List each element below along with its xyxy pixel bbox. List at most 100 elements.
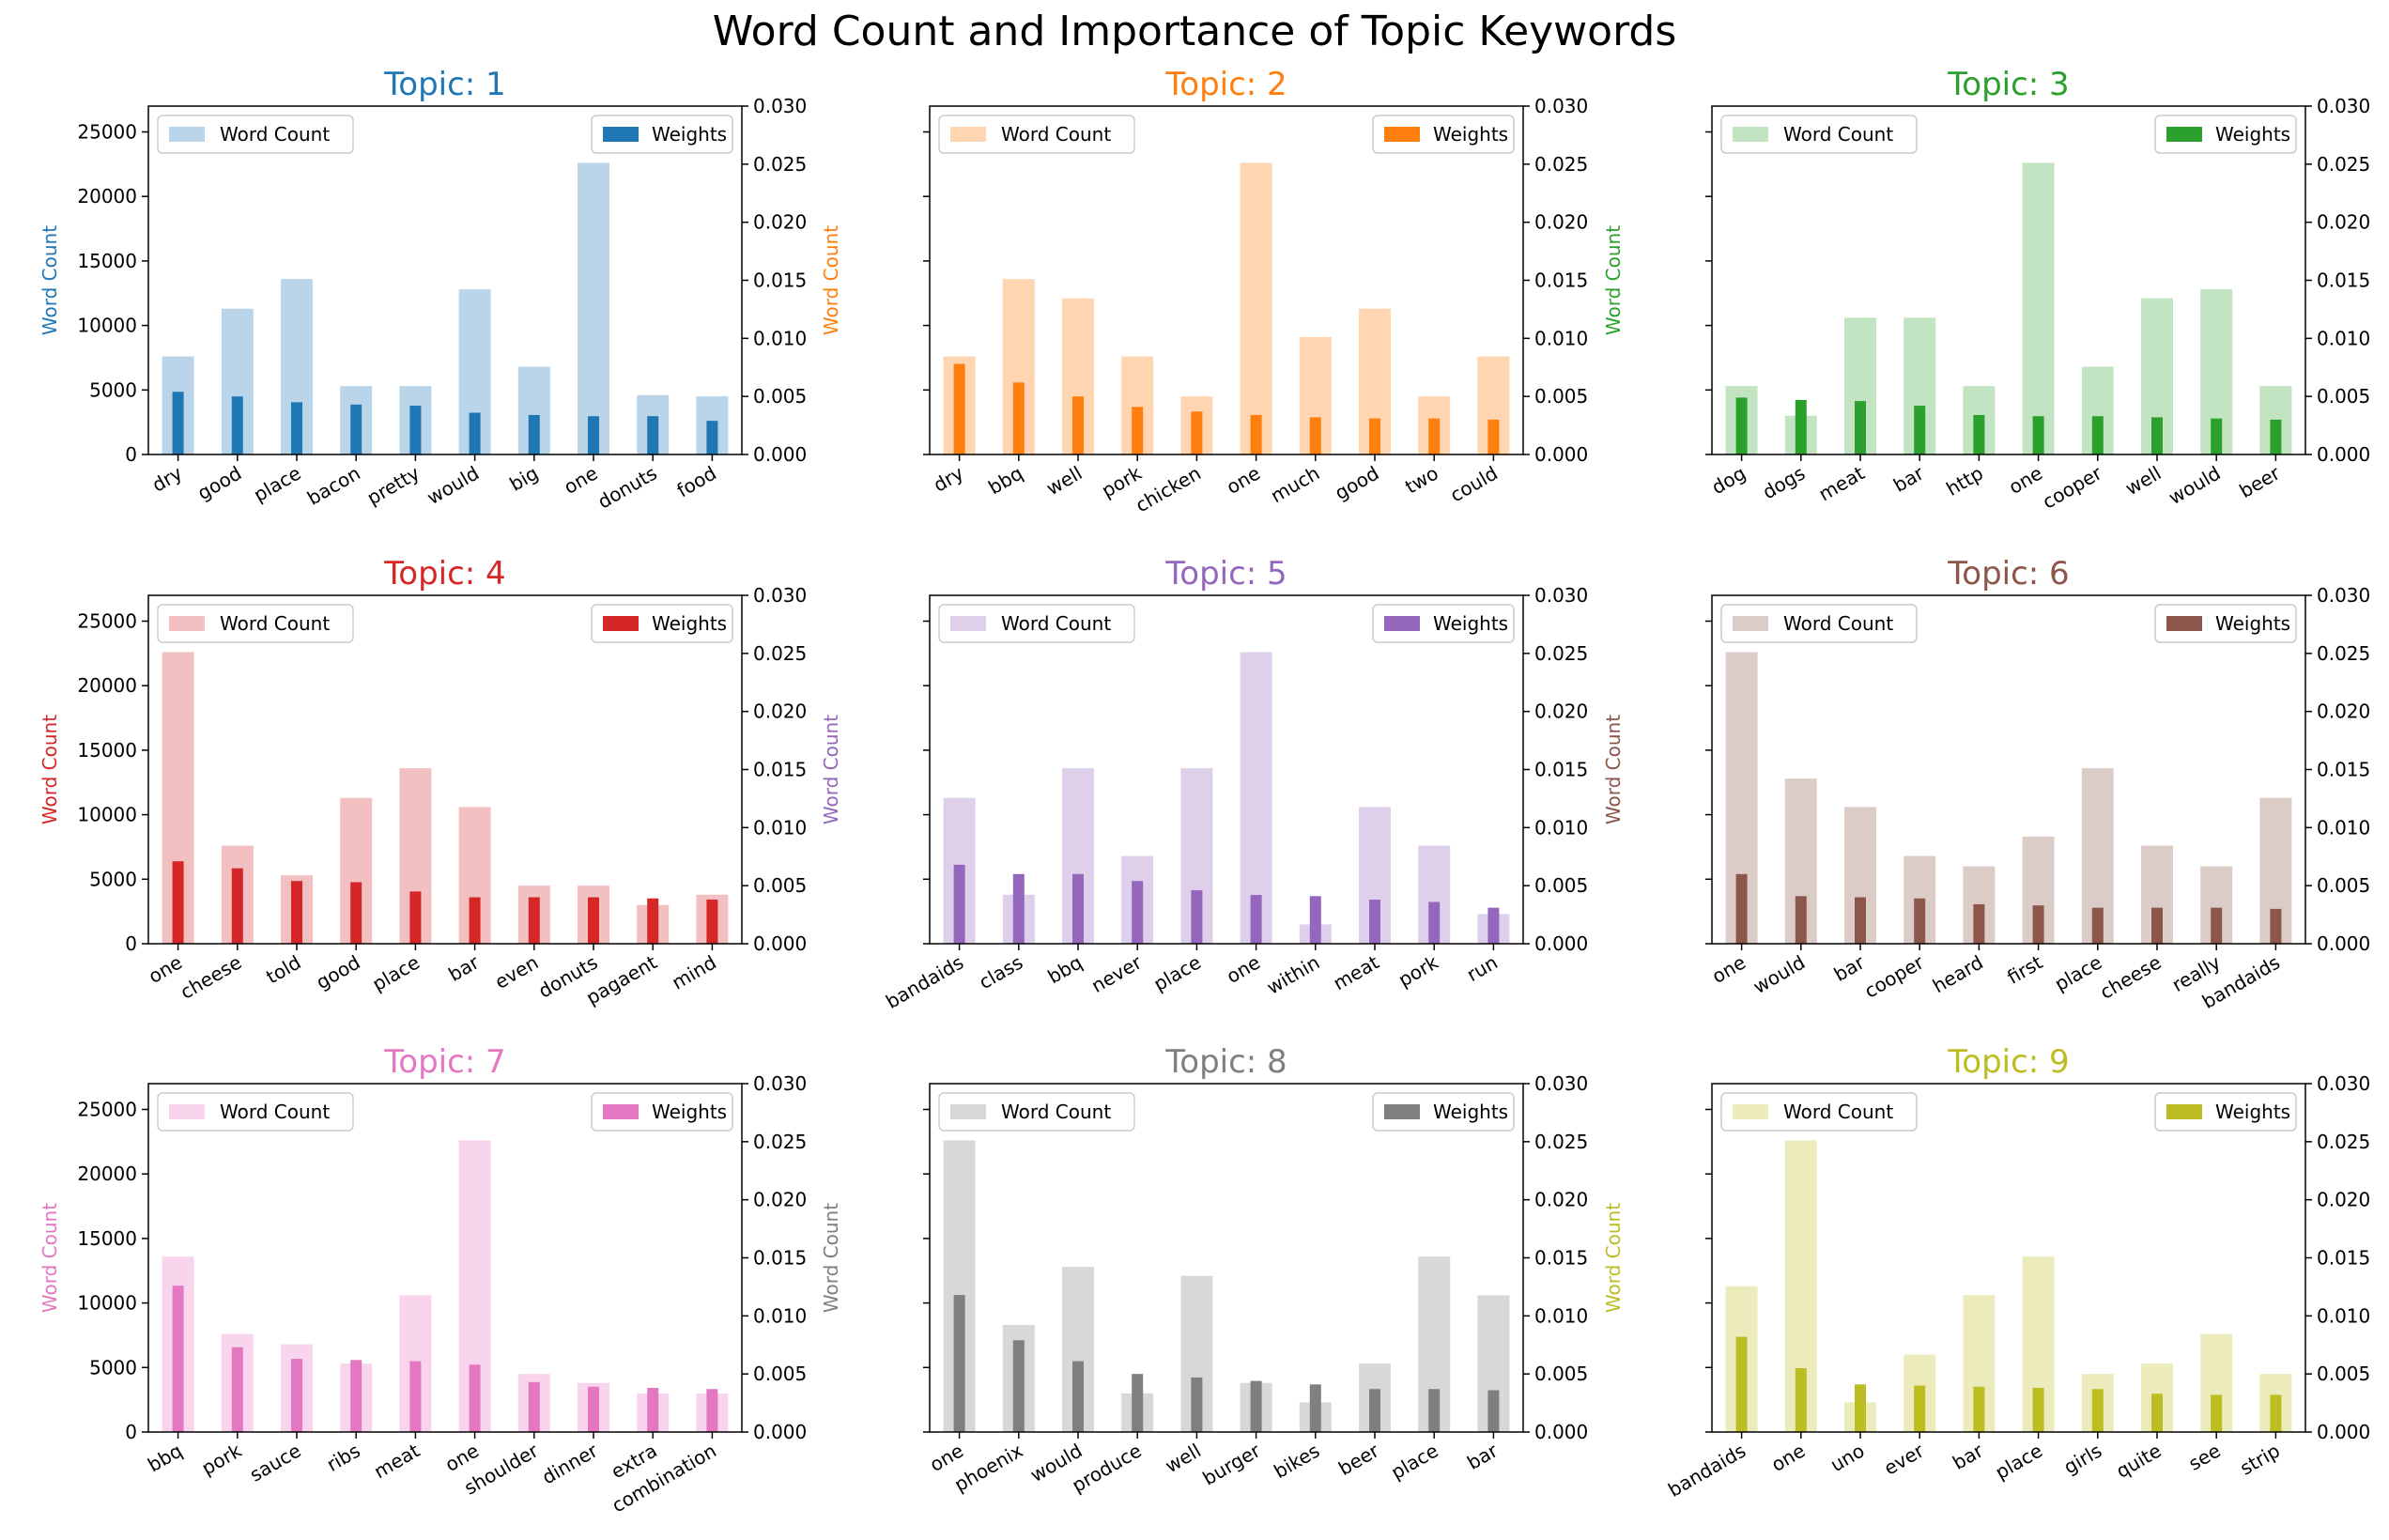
y2-tick-label: 0.005 xyxy=(1534,385,1588,408)
legend-box xyxy=(157,604,354,643)
legend-weights: Weights xyxy=(591,115,733,154)
legend-box xyxy=(938,115,1135,154)
x-tick-label: http xyxy=(1942,462,1987,500)
y2-tick-label: 0.010 xyxy=(753,327,807,349)
x-tick-label: place xyxy=(2051,951,2106,996)
y2-tick-label: 0.030 xyxy=(753,95,807,117)
weight-bar xyxy=(1795,896,1807,944)
y2-tick-label: 0.020 xyxy=(1534,1189,1588,1211)
x-tick-label: good xyxy=(313,951,364,994)
weight-bar xyxy=(1072,1361,1084,1432)
legend-box xyxy=(1372,1092,1515,1132)
x-tick-label: bbq xyxy=(1044,951,1087,989)
topic-title: Topic: 8 xyxy=(1164,1043,1287,1081)
y-tick-label: 10000 xyxy=(77,1292,137,1315)
y2-tick-label: 0.025 xyxy=(753,642,807,665)
legend-box xyxy=(591,604,733,643)
legend-weights: Weights xyxy=(1372,1092,1515,1132)
y2-tick-label: 0.000 xyxy=(1534,932,1588,955)
legend-label: Word Count xyxy=(1783,1101,1893,1123)
x-tick-label: would xyxy=(424,462,484,510)
legend-swatch xyxy=(1733,127,1768,142)
legend-word-count: Word Count xyxy=(1720,1092,1918,1132)
legend-box xyxy=(938,604,1135,643)
legend-label: Word Count xyxy=(220,123,330,146)
y2-tick-label: 0.030 xyxy=(1534,1072,1588,1095)
weight-bar xyxy=(469,412,481,454)
legend-swatch xyxy=(950,127,986,142)
topic-title: Topic: 1 xyxy=(383,66,505,103)
legend-box xyxy=(591,115,733,154)
legend-word-count: Word Count xyxy=(938,1092,1135,1132)
y2-tick-label: 0.020 xyxy=(753,211,807,234)
y2-tick-label: 0.030 xyxy=(1534,584,1588,607)
weight-bar xyxy=(2270,1394,2282,1432)
weight-bar xyxy=(1914,406,1926,454)
legend-box xyxy=(157,1092,354,1132)
y-tick-label: 0 xyxy=(125,1421,137,1443)
x-tick-label: meat xyxy=(370,1439,424,1483)
weight-bar xyxy=(291,881,302,944)
y-tick-label: 15000 xyxy=(77,739,137,762)
x-tick-label: strip xyxy=(2236,1440,2284,1480)
y-tick-label: 5000 xyxy=(89,868,137,890)
y2-tick-label: 0.000 xyxy=(753,1421,807,1443)
weight-bar xyxy=(1735,873,1748,944)
weight-bar xyxy=(953,1295,965,1432)
y2-tick-label: 0.025 xyxy=(1534,642,1588,665)
x-tick-label: heard xyxy=(1929,951,1987,998)
legend-box xyxy=(1720,115,1918,154)
weight-bar xyxy=(1309,1384,1321,1432)
weight-bar xyxy=(2151,907,2163,944)
y2-tick-label: 0.005 xyxy=(753,874,807,897)
x-tick-label: donuts xyxy=(593,462,660,514)
y2-tick-label: 0.025 xyxy=(1534,153,1588,176)
legend-word-count: Word Count xyxy=(938,604,1135,643)
legend-label: Weights xyxy=(1433,123,1508,146)
y2-tick-label: 0.005 xyxy=(753,385,807,408)
y2-tick-label: 0.030 xyxy=(2317,584,2370,607)
y2-tick-label: 0.000 xyxy=(2317,1421,2370,1443)
y2-tick-label: 0.000 xyxy=(1534,443,1588,466)
x-tick-label: bandaids xyxy=(882,951,967,1013)
x-tick-label: cooper xyxy=(2039,461,2106,514)
y2-tick-label: 0.000 xyxy=(753,443,807,466)
y2-tick-label: 0.025 xyxy=(753,1131,807,1153)
legend-word-count: Word Count xyxy=(157,604,354,643)
x-tick-label: dogs xyxy=(1759,462,1810,504)
y-tick-label: 0 xyxy=(125,443,137,466)
weight-bar xyxy=(172,392,184,454)
y-axis-label: Word Count xyxy=(1602,1203,1625,1313)
weight-bar xyxy=(2151,417,2163,454)
legend-box xyxy=(591,1092,733,1132)
x-tick-label: pretty xyxy=(363,461,424,509)
x-tick-label: bikes xyxy=(1270,1440,1323,1484)
y2-tick-label: 0.015 xyxy=(1534,270,1588,292)
weight-bar xyxy=(1191,1377,1203,1432)
legend-swatch xyxy=(1384,616,1420,631)
x-tick-label: told xyxy=(262,951,304,989)
x-tick-label: good xyxy=(193,462,245,505)
y-tick-label: 15000 xyxy=(77,1227,137,1250)
plot-frame xyxy=(1711,105,2306,455)
legend-swatch xyxy=(169,1104,205,1119)
plot-frame xyxy=(929,1083,1524,1433)
legend-box xyxy=(157,115,354,154)
y2-tick-label: 0.010 xyxy=(1534,1304,1588,1327)
x-tick-label: girls xyxy=(2060,1440,2106,1479)
x-tick-label: food xyxy=(673,462,720,502)
topic-title: Topic: 5 xyxy=(1164,555,1287,593)
x-tick-label: dry xyxy=(148,461,187,496)
legend-label: Word Count xyxy=(1783,612,1893,635)
legend-swatch xyxy=(1384,1104,1420,1119)
x-tick-label: much xyxy=(1267,462,1323,508)
y-tick-label: 20000 xyxy=(77,1163,137,1185)
x-tick-label: bar xyxy=(1463,1439,1502,1474)
y2-tick-label: 0.010 xyxy=(1534,816,1588,839)
weight-bar xyxy=(231,396,243,454)
y2-tick-label: 0.020 xyxy=(1534,701,1588,723)
x-tick-label: would xyxy=(1749,951,1810,999)
